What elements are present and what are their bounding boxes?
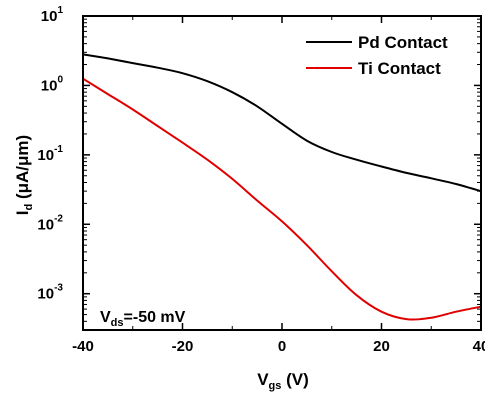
y-tick-label: 101 [41, 5, 64, 25]
x-tick-label: 40 [473, 338, 485, 355]
legend-label-ti-contact: Ti Contact [358, 59, 441, 78]
series-line-ti-contact [82, 77, 482, 321]
y-tick-label: 10-1 [37, 144, 63, 164]
y-axis-label: Id (μA/μm) [13, 135, 35, 215]
annotation-main: V [100, 309, 111, 326]
y-axis-label-sub: d [23, 204, 35, 211]
y-tick-label: 10-2 [37, 213, 63, 233]
y-axis-label-main: I [13, 210, 32, 215]
x-tick-label: 20 [373, 338, 390, 355]
x-axis-label-main: V [257, 370, 269, 389]
y-tick-label: 10-3 [37, 283, 63, 303]
annotation-sub: ds [111, 317, 124, 329]
svg-text:Vds=-50 mV: Vds=-50 mV [100, 309, 186, 329]
legend-label-pd-contact: Pd Contact [358, 33, 448, 52]
x-axis-label: Vgs (V) [257, 370, 309, 392]
ticks-layer: -40 -20 0 20 40 10-3 10-2 10-1 100 101 [37, 5, 485, 355]
legend: Pd Contact Ti Contact [306, 33, 448, 78]
annotation-vds: Vds=-50 mV [100, 309, 186, 329]
x-axis-label-unit: (V) [281, 370, 308, 389]
x-tick-label: 0 [278, 338, 286, 355]
x-tick-label: -20 [172, 338, 194, 355]
y-axis-label-unit: (μA/μm) [13, 135, 32, 204]
y-tick-label: 100 [41, 74, 64, 94]
series-layer [82, 53, 482, 321]
x-tick-label: -40 [72, 338, 94, 355]
annotation-rest: =-50 mV [124, 309, 186, 326]
x-axis-label-sub: gs [269, 380, 282, 392]
series-line-pd-contact [82, 53, 482, 193]
